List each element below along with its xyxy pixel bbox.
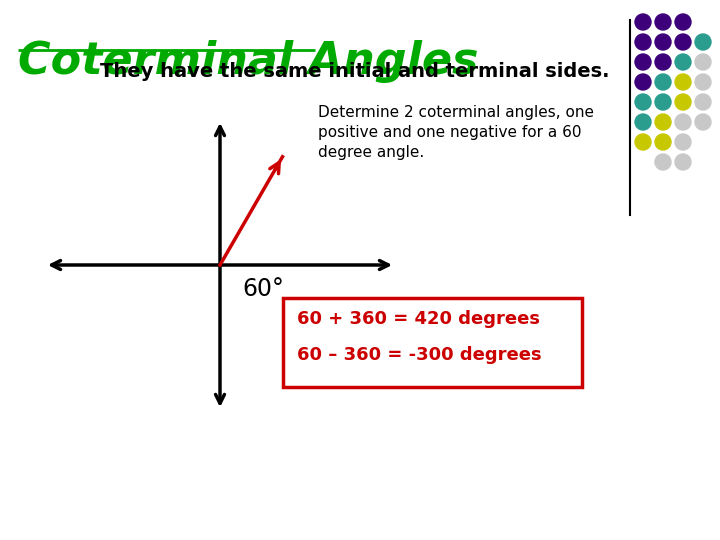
Circle shape [675,54,691,70]
Text: 60 – 360 = -300 degrees: 60 – 360 = -300 degrees [297,346,541,364]
Circle shape [675,94,691,110]
Circle shape [635,94,651,110]
Circle shape [675,34,691,50]
Circle shape [655,54,671,70]
Circle shape [655,34,671,50]
Circle shape [635,134,651,150]
Circle shape [655,74,671,90]
Circle shape [675,154,691,170]
Circle shape [655,134,671,150]
Text: Determine 2 coterminal angles, one: Determine 2 coterminal angles, one [318,105,594,120]
Text: They have the same initial and terminal sides.: They have the same initial and terminal … [100,62,610,81]
Circle shape [675,114,691,130]
Text: 60°: 60° [242,277,284,301]
Circle shape [675,14,691,30]
Circle shape [695,34,711,50]
Circle shape [655,94,671,110]
Circle shape [695,74,711,90]
Text: Coterminal Angles: Coterminal Angles [18,40,479,83]
Text: positive and one negative for a 60: positive and one negative for a 60 [318,125,582,140]
Circle shape [635,34,651,50]
Circle shape [635,114,651,130]
Circle shape [655,154,671,170]
Circle shape [635,54,651,70]
Circle shape [675,74,691,90]
FancyBboxPatch shape [283,298,582,387]
Circle shape [695,114,711,130]
Circle shape [655,14,671,30]
Circle shape [635,74,651,90]
Circle shape [635,14,651,30]
Text: degree angle.: degree angle. [318,145,424,160]
Text: 60 + 360 = 420 degrees: 60 + 360 = 420 degrees [297,310,540,328]
Circle shape [675,134,691,150]
Circle shape [655,114,671,130]
Circle shape [695,94,711,110]
Circle shape [695,54,711,70]
